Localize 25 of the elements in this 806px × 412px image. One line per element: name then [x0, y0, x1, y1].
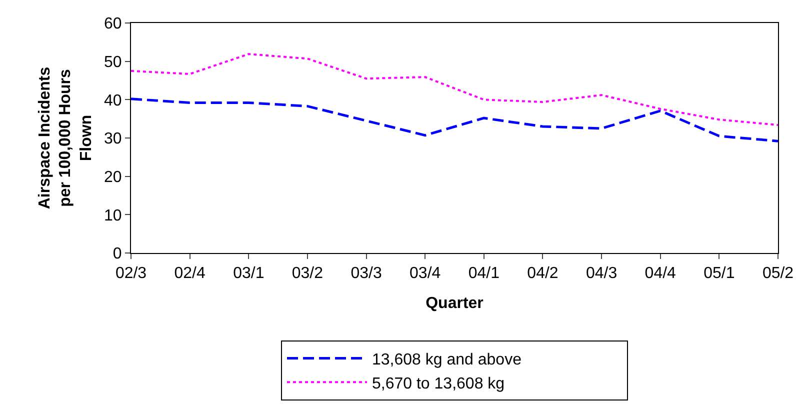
x-tick-label: 02/4	[174, 265, 206, 282]
x-tick-label: 03/1	[233, 265, 264, 282]
y-tick-label: 50	[104, 54, 122, 71]
legend-label: 13,608 kg and above	[372, 352, 522, 369]
x-tick-label: 02/3	[115, 265, 147, 282]
x-tick-label: 03/3	[350, 265, 382, 282]
y-tick-label: 10	[104, 207, 122, 224]
y-tick-label: 0	[112, 246, 122, 263]
line-series	[131, 98, 778, 142]
legend-label: 5,670 to 13,608 kg	[372, 375, 505, 392]
x-tick-label: 03/4	[410, 265, 441, 282]
x-tick-label: 03/2	[292, 265, 324, 282]
y-axis-title: Airspace Incidents per 100,000 Hours Flown	[36, 66, 95, 210]
x-tick-label: 04/3	[586, 265, 618, 282]
x-tick-label: 05/1	[704, 265, 735, 282]
x-tick-label: 04/4	[644, 265, 676, 282]
y-tick-label: 40	[104, 92, 122, 110]
x-axis-title: Quarter	[426, 294, 484, 312]
x-tick-label: 04/2	[527, 265, 558, 282]
x-tick-label: 04/1	[468, 265, 500, 282]
y-tick-label: 60	[104, 16, 122, 33]
line-series	[131, 53, 778, 126]
x-tick-label: 05/2	[762, 265, 794, 282]
y-tick-label: 30	[104, 130, 122, 148]
y-tick-label: 20	[104, 168, 122, 186]
